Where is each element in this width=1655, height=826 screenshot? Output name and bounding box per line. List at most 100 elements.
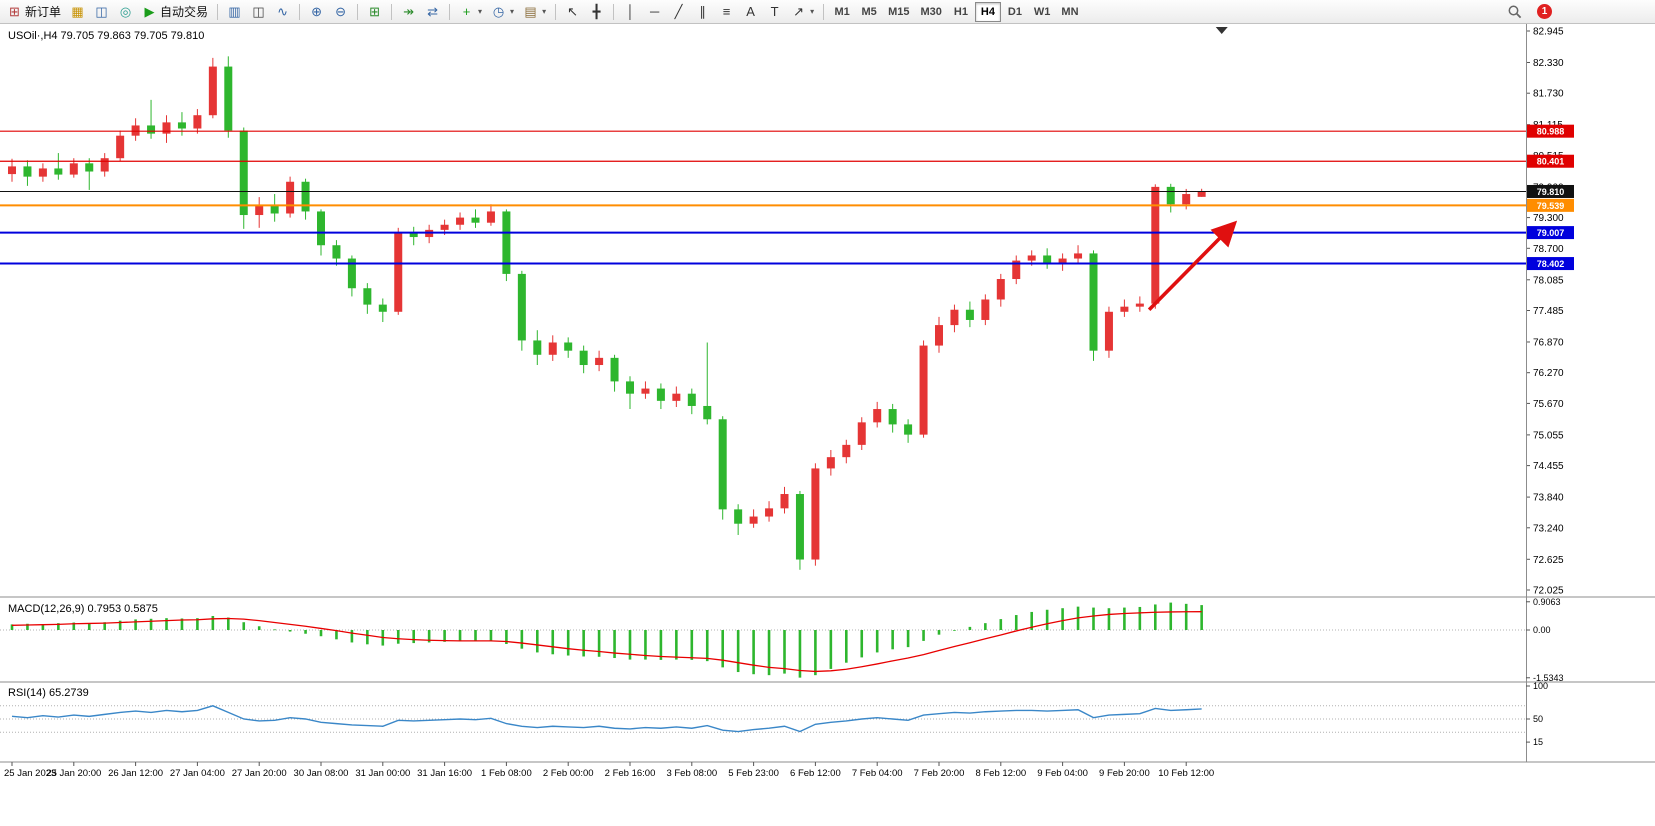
horizontal-line-icon: ─: [649, 4, 660, 19]
svg-text:30 Jan 08:00: 30 Jan 08:00: [294, 768, 349, 779]
timeframe-mn[interactable]: MN: [1056, 2, 1083, 22]
svg-text:72.025: 72.025: [1533, 586, 1564, 597]
toolbar-right: 1: [1503, 2, 1552, 22]
svg-text:73.240: 73.240: [1533, 523, 1564, 534]
svg-text:82.945: 82.945: [1533, 27, 1564, 38]
svg-text:0.00: 0.00: [1533, 625, 1551, 635]
dropdown-caret-icon: ▾: [478, 7, 483, 16]
svg-text:76.870: 76.870: [1533, 337, 1564, 348]
crosshair-icon: ╋: [592, 4, 601, 19]
templates-icon: ▤: [524, 4, 537, 19]
text-label-button[interactable]: T: [763, 2, 786, 22]
svg-text:72.625: 72.625: [1533, 555, 1564, 566]
notification-badge[interactable]: 1: [1537, 4, 1552, 19]
candlestick-icon: ◫: [252, 4, 265, 19]
autotrading-button[interactable]: ▶ 自动交易: [138, 2, 212, 22]
chart-shift-marker[interactable]: [1215, 27, 1228, 34]
templates-button[interactable]: ▤ ▾: [519, 2, 550, 22]
svg-text:80.988: 80.988: [1537, 127, 1565, 137]
svg-text:81.730: 81.730: [1533, 89, 1564, 100]
zoom-in-button[interactable]: ⊕: [305, 2, 328, 22]
community-icon: ◎: [119, 4, 132, 19]
svg-text:2 Feb 00:00: 2 Feb 00:00: [543, 768, 594, 779]
chart-canvas[interactable]: 82.94582.33081.73081.11580.51579.90079.3…: [0, 24, 1655, 826]
svg-text:79.810: 79.810: [1537, 187, 1565, 197]
autotrading-icon: ▶: [144, 4, 155, 19]
toolbar-separator: [555, 3, 557, 20]
search-button[interactable]: [1503, 2, 1527, 22]
channel-button[interactable]: ∥: [691, 2, 714, 22]
timeframe-m30[interactable]: M30: [916, 2, 947, 22]
trendline-button[interactable]: ╱: [667, 2, 690, 22]
indicators-button[interactable]: + ▾: [455, 2, 486, 22]
tile-windows-icon: ⊞: [369, 4, 380, 19]
horizontal-line-button[interactable]: ─: [643, 2, 666, 22]
timeframe-w1[interactable]: W1: [1029, 2, 1056, 22]
current-price-line-tag: [1527, 184, 1574, 198]
trend-arrow-annotation[interactable]: [1147, 220, 1238, 311]
svg-text:25 Jan 2023: 25 Jan 2023: [4, 768, 56, 779]
crosshair-button[interactable]: ╋: [585, 2, 608, 22]
cursor-icon: ↖: [567, 4, 579, 19]
rsi-label: RSI(14) 65.2739: [8, 687, 89, 699]
autoscroll-button[interactable]: ↠: [397, 2, 420, 22]
bar-chart-button[interactable]: ▥: [223, 2, 246, 22]
toolbar-separator: [357, 3, 359, 20]
candlestick-series: [8, 56, 1206, 570]
new-order-button[interactable]: ⊞ 新订单: [3, 2, 65, 22]
new-order-icon: ⊞: [9, 4, 20, 19]
toolbar: ⊞ 新订单 ▦ ◫ ◎ ▶ 自动交易 ▥ ◫ ∿ ⊕ ⊖ ⊞ ↠ ⇄ + ▾ ◷ ▾ ▤ ▾ ↖ ╋ │ ─ ╱ ∥ ≡ A T ↗ ▾ M1 M…: [0, 0, 1655, 24]
chart-shift-button[interactable]: ⇄: [421, 2, 444, 22]
timeframe-m15[interactable]: M15: [883, 2, 914, 22]
toolbar-separator: [613, 3, 615, 20]
svg-text:26 Jan 12:00: 26 Jan 12:00: [108, 768, 163, 779]
tile-windows-button[interactable]: ⊞: [363, 2, 386, 22]
arrows-button[interactable]: ↗ ▾: [787, 2, 818, 22]
support-line-2-tag: [1527, 257, 1574, 271]
vertical-line-button[interactable]: │: [619, 2, 642, 22]
timeframe-m1[interactable]: M1: [829, 2, 855, 22]
market-watch-button[interactable]: ▦: [66, 2, 89, 22]
svg-text:5 Feb 23:00: 5 Feb 23:00: [728, 768, 779, 779]
line-chart-button[interactable]: ∿: [271, 2, 294, 22]
line-chart-icon: ∿: [277, 4, 288, 19]
svg-text:10 Feb 12:00: 10 Feb 12:00: [1158, 768, 1214, 779]
timeframe-h4[interactable]: H4: [974, 1, 1001, 22]
orange-level-line-tag: [1527, 198, 1574, 212]
timeframe-d1[interactable]: D1: [1002, 2, 1028, 22]
channel-icon: ∥: [699, 4, 706, 19]
autotrading-button-label: 自动交易: [160, 5, 209, 19]
toolbar-separator: [299, 3, 301, 20]
chart-shift-icon: ⇄: [427, 4, 438, 19]
community-button[interactable]: ◎: [114, 2, 137, 22]
svg-text:25 Jan 20:00: 25 Jan 20:00: [46, 768, 101, 779]
svg-text:31 Jan 00:00: 31 Jan 00:00: [355, 768, 410, 779]
resistance-line-2-tag: [1527, 154, 1574, 168]
svg-text:80.401: 80.401: [1537, 157, 1565, 167]
svg-text:8 Feb 12:00: 8 Feb 12:00: [975, 768, 1026, 779]
svg-text:31 Jan 16:00: 31 Jan 16:00: [417, 768, 472, 779]
timeframe-h1[interactable]: H1: [948, 2, 974, 22]
zoom-out-button[interactable]: ⊖: [329, 2, 352, 22]
svg-text:78.085: 78.085: [1533, 275, 1564, 286]
svg-text:1 Feb 08:00: 1 Feb 08:00: [481, 768, 532, 779]
svg-text:9 Feb 04:00: 9 Feb 04:00: [1037, 768, 1088, 779]
bar-chart-icon: ▥: [228, 4, 241, 19]
navigator-icon: ◫: [95, 4, 108, 19]
navigator-button[interactable]: ◫: [90, 2, 113, 22]
fibonacci-button[interactable]: ≡: [715, 2, 738, 22]
zoom-out-icon: ⊖: [335, 4, 346, 19]
fibonacci-icon: ≡: [722, 4, 731, 19]
svg-text:27 Jan 04:00: 27 Jan 04:00: [170, 768, 225, 779]
timeframe-m5[interactable]: M5: [856, 2, 882, 22]
svg-text:50: 50: [1533, 714, 1543, 724]
periods-button[interactable]: ◷ ▾: [487, 2, 518, 22]
text-icon: A: [746, 4, 755, 19]
text-label-icon: T: [770, 4, 779, 19]
toolbar-separator: [391, 3, 393, 20]
zoom-in-icon: ⊕: [311, 4, 322, 19]
svg-text:79.300: 79.300: [1533, 213, 1564, 224]
text-button[interactable]: A: [739, 2, 762, 22]
candlestick-button[interactable]: ◫: [247, 2, 270, 22]
cursor-button[interactable]: ↖: [561, 2, 584, 22]
